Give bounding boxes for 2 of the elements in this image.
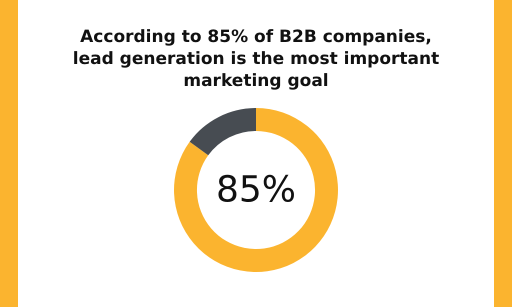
chart-title: According to 85% of B2B companies, lead generation is the most important marketing goal: [72, 26, 440, 92]
data-label: 85%: [216, 169, 296, 210]
